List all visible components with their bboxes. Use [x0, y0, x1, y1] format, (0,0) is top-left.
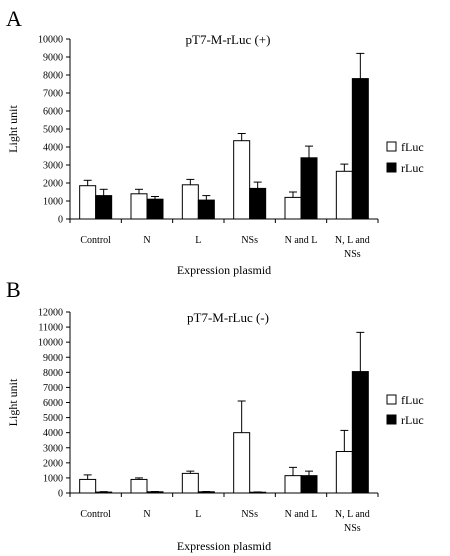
y-tick-label: 9000: [43, 53, 63, 64]
y-tick-label: 11000: [38, 323, 63, 334]
bar-fluc-3: [233, 432, 251, 494]
bar-rluc-5: [351, 371, 369, 494]
legend-label-rluc: rLuc: [401, 161, 424, 175]
bar-rluc-5: [351, 78, 369, 220]
x-axis-title: Expression plasmid: [177, 539, 271, 553]
y-tick-label: 3000: [43, 443, 63, 454]
y-tick-label: 10000: [38, 338, 63, 349]
legend-label-rluc: rLuc: [401, 413, 424, 427]
x-category-label: NSs: [344, 249, 361, 260]
bar-fluc-2: [181, 184, 199, 220]
chart-title: pT7-M-rLuc (+): [186, 32, 271, 47]
bar-fluc-0: [79, 185, 97, 220]
x-category-label: L: [195, 235, 201, 246]
bar-rluc-1: [146, 198, 164, 220]
panel-label: A: [6, 6, 22, 31]
bar-rluc-0: [95, 195, 113, 220]
x-category-label: NSs: [241, 509, 258, 520]
legend-swatch-fluc: [386, 141, 397, 152]
y-tick-label: 2000: [43, 458, 63, 469]
bar-fluc-3: [233, 140, 251, 220]
bar-fluc-4: [284, 475, 302, 494]
x-category-label: Control: [80, 235, 111, 246]
bar-fluc-2: [181, 472, 199, 494]
bar-rluc-2: [197, 199, 215, 220]
y-axis-title: Light unit: [6, 105, 20, 153]
x-category-label: Control: [80, 509, 111, 520]
x-category-label: N: [143, 509, 150, 520]
y-tick-label: 2000: [43, 179, 63, 190]
bar-fluc-0: [79, 478, 97, 494]
y-axis-title: Light unit: [6, 378, 20, 426]
y-tick-label: 8000: [43, 71, 63, 82]
bar-rluc-3: [249, 187, 267, 220]
y-tick-label: 7000: [43, 89, 63, 100]
y-tick-label: 1000: [43, 473, 63, 484]
x-category-label: NSs: [241, 235, 258, 246]
legend-label-fluc: fLuc: [401, 140, 424, 154]
x-axis-title: Expression plasmid: [177, 263, 271, 277]
bar-fluc-4: [284, 196, 302, 220]
bar-rluc-4: [300, 475, 318, 494]
bar-rluc-4: [300, 157, 318, 220]
y-tick-label: 4000: [43, 428, 63, 439]
y-tick-label: 8000: [43, 368, 63, 379]
x-category-label: N and L: [285, 509, 318, 520]
y-tick-label: 6000: [43, 107, 63, 118]
y-tick-label: 5000: [43, 413, 63, 424]
legend-swatch-fluc: [386, 394, 397, 405]
legend-label-fluc: fLuc: [401, 393, 424, 407]
bar-fluc-1: [130, 478, 148, 494]
y-tick-label: 12000: [38, 308, 63, 319]
x-category-label: L: [195, 509, 201, 520]
bar-fluc-5: [335, 451, 353, 494]
bar-fluc-5: [335, 170, 353, 220]
panel-label: B: [6, 277, 21, 302]
x-category-label: N and L: [285, 235, 318, 246]
x-category-label: N: [143, 235, 150, 246]
legend-swatch-rluc: [386, 414, 397, 425]
bar-fluc-1: [130, 193, 148, 220]
y-tick-label: 7000: [43, 383, 63, 394]
y-tick-label: 5000: [43, 125, 63, 136]
x-category-label: N, L and: [335, 235, 370, 246]
bar-rluc-0: [95, 491, 113, 494]
y-tick-label: 9000: [43, 353, 63, 364]
y-tick-label: 1000: [43, 197, 63, 208]
y-tick-label: 10000: [38, 35, 63, 46]
y-tick-label: 3000: [43, 161, 63, 172]
x-category-label: N, L and: [335, 509, 370, 520]
y-tick-label: 6000: [43, 398, 63, 409]
legend-swatch-rluc: [386, 162, 397, 173]
y-tick-label: 4000: [43, 143, 63, 154]
chart-title: pT7-M-rLuc (-): [187, 310, 269, 325]
y-tick-label: 0: [58, 215, 63, 226]
x-category-label: NSs: [344, 523, 361, 534]
y-tick-label: 0: [58, 489, 63, 500]
